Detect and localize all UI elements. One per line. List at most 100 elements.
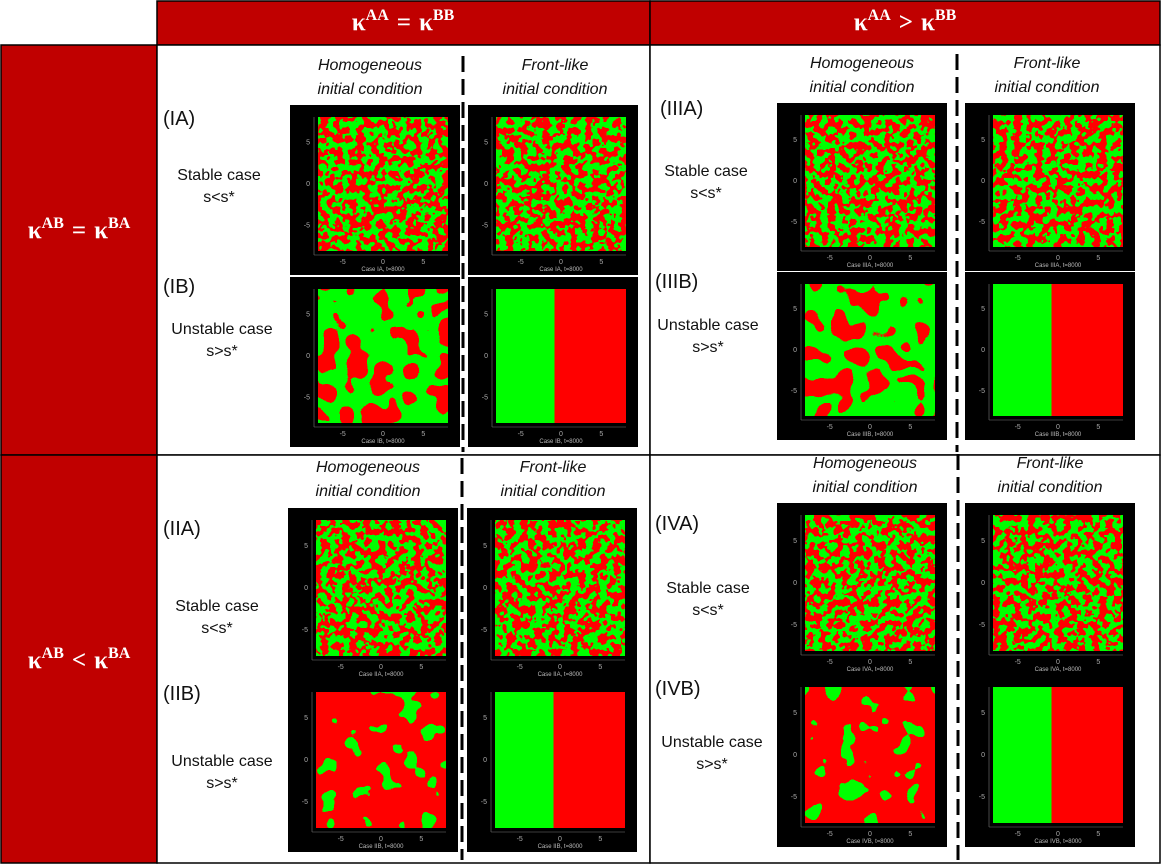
plot-tick: 0 [981, 752, 985, 759]
case-name: Stable case [177, 167, 261, 184]
math-part: = [72, 217, 86, 244]
math-part: κ [28, 647, 42, 674]
plot-tick: -5 [482, 395, 488, 402]
math-part: κ [419, 9, 433, 36]
column-caption: initial condition [810, 79, 915, 96]
math-part: AA [868, 7, 892, 24]
plot-tick: 0 [981, 178, 985, 185]
plot-tick: -5 [1015, 659, 1021, 666]
plot-tick: -5 [302, 799, 308, 806]
plot-tick: 5 [908, 831, 912, 838]
plot-tick: 0 [868, 659, 872, 666]
case-label: (IIA) [163, 518, 201, 540]
plot-tick: -5 [482, 223, 488, 230]
green-field [805, 115, 935, 247]
plot-tick: 5 [981, 538, 985, 545]
plot-tick: 0 [558, 836, 562, 843]
case-label: (IB) [163, 276, 195, 298]
plot-tick: 5 [421, 431, 425, 438]
math-part: κ [921, 9, 935, 36]
plot-tick: -5 [1015, 424, 1021, 431]
case-label: (IVA) [655, 513, 699, 535]
case-condition: s<s* [201, 620, 233, 637]
plot-tick: 0 [381, 431, 385, 438]
plot-tick: 0 [868, 424, 872, 431]
plot-tick: -5 [979, 388, 985, 395]
column-caption: Front-like [522, 57, 589, 74]
plot-tick: 5 [306, 139, 310, 146]
plot-tick: 0 [559, 259, 563, 266]
plot-tick: 5 [483, 543, 487, 550]
plot-tick: 0 [484, 353, 488, 360]
math-part: > [899, 9, 913, 36]
plot-tick: -5 [517, 836, 523, 843]
column-caption: initial condition [316, 483, 421, 500]
plot-tick: 0 [483, 757, 487, 764]
case-name: Unstable case [661, 734, 762, 751]
plot-tick: 0 [1056, 659, 1060, 666]
plot-tick: 0 [558, 664, 562, 671]
plot-tick: -5 [304, 223, 310, 230]
header-cell [0, 454, 158, 864]
math-part: κ [28, 217, 42, 244]
plot-tick: 5 [304, 715, 308, 722]
plot-tick: 5 [484, 311, 488, 318]
plot-tick: 5 [981, 137, 985, 144]
header-cell [0, 44, 158, 456]
case-name: Stable case [175, 598, 259, 615]
plot-tick: 5 [908, 659, 912, 666]
column-caption: initial condition [998, 479, 1103, 496]
plot-tick: 0 [379, 664, 383, 671]
math-header: κAA > κBB [854, 7, 957, 36]
case-name: Unstable case [657, 317, 758, 334]
plot-tick: 5 [908, 424, 912, 431]
green-field [805, 687, 935, 823]
green-field [316, 692, 446, 828]
plot-tick: -5 [340, 431, 346, 438]
plot-caption: Case IVB, t=8000 [1034, 839, 1082, 845]
plot-tick: 5 [981, 306, 985, 313]
plot-tick: 0 [981, 580, 985, 587]
plot-tick: 0 [981, 347, 985, 354]
green-field [318, 117, 448, 251]
case-label: (IIB) [163, 683, 201, 705]
plot-tick: 5 [793, 306, 797, 313]
plot-tick: 0 [484, 181, 488, 188]
math-part: BB [935, 7, 957, 24]
math-part: BB [433, 7, 455, 24]
math-part: κ [352, 9, 366, 36]
green-field [805, 284, 935, 416]
column-caption: Homogeneous [318, 57, 422, 74]
case-condition: s>s* [206, 343, 238, 360]
plot-tick: 0 [868, 255, 872, 262]
plot-caption: Case IB, t=8000 [539, 439, 583, 445]
case-name: Stable case [664, 163, 748, 180]
case-condition: s>s* [696, 756, 728, 773]
plot-caption: Case IIIA, t=8000 [1035, 263, 1082, 269]
case-label: (IA) [163, 108, 195, 130]
plot-tick: 5 [1096, 831, 1100, 838]
plot-tick: -5 [481, 627, 487, 634]
plot-tick: -5 [827, 255, 833, 262]
plot-tick: 0 [1056, 255, 1060, 262]
green-field [316, 520, 446, 656]
plot-tick: -5 [827, 831, 833, 838]
plot-tick: -5 [338, 664, 344, 671]
plot-tick: -5 [302, 627, 308, 634]
plot-tick: 0 [306, 353, 310, 360]
plot-tick: 0 [793, 178, 797, 185]
column-caption: initial condition [995, 79, 1100, 96]
green-field [993, 115, 1123, 247]
plot-tick: 5 [419, 664, 423, 671]
plot-caption: Case IVA, t=8000 [847, 667, 894, 673]
math-part: BA [108, 645, 131, 662]
case-condition: s<s* [203, 189, 235, 206]
plot-tick: -5 [791, 622, 797, 629]
plot-caption: Case IIA, t=8000 [359, 672, 405, 678]
green-field [993, 515, 1123, 651]
plot-tick: -5 [481, 799, 487, 806]
column-caption: initial condition [813, 479, 918, 496]
plot-tick: 0 [1056, 831, 1060, 838]
green-field [993, 687, 1052, 823]
plot-tick: -5 [791, 388, 797, 395]
